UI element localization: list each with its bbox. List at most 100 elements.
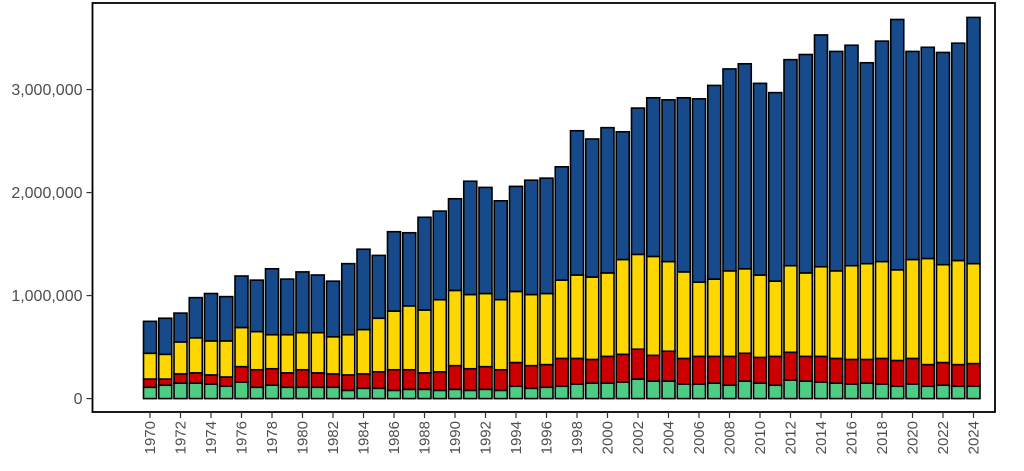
bar-2022-segment-2 [935,361,951,387]
bar-2024-segment-2 [966,362,981,388]
plot-frame [91,2,996,413]
bar-1970-segment-2 [142,378,158,389]
bar-2007-segment-4 [706,84,722,280]
bar-2020-segment-3 [905,258,920,360]
bar-1998-segment-4 [569,129,585,276]
bar-1983-segment-1 [340,389,356,400]
bar-2016-segment-2 [844,358,859,385]
bar-1988-segment-3 [417,309,432,374]
bar-2014-segment-3 [813,265,829,358]
bar-2001-segment-3 [615,258,631,356]
bar-2024-segment-4 [966,16,981,265]
bar-2017-segment-1 [859,382,875,400]
bar-1993-segment-4 [493,200,509,301]
y-tick-label: 0 [74,391,83,408]
bar-1993-segment-3 [493,298,509,371]
bar-1999-segment-3 [584,276,600,361]
bar-1989-segment-2 [432,371,448,392]
x-tick-label: 2000 [600,421,617,454]
bar-1996-segment-1 [539,386,554,400]
bar-1971-segment-2 [157,378,173,387]
bar-2023-segment-2 [950,363,966,388]
bar-2007-segment-2 [706,355,722,384]
x-tick-label: 2008 [722,421,739,454]
bar-1980-segment-3 [295,331,310,371]
x-tick-label: 1978 [264,421,281,454]
bar-1988-segment-2 [417,372,432,391]
bar-2013-segment-2 [798,355,814,382]
bar-1993-segment-1 [493,389,509,400]
bar-1998-segment-1 [569,383,585,400]
bar-2024-segment-1 [966,385,981,400]
bar-1979-segment-3 [279,333,295,374]
bar-1976-segment-2 [234,365,249,383]
bar-2004-segment-3 [661,260,676,353]
bar-2021-segment-1 [920,385,936,400]
bar-1982-segment-4 [325,280,341,338]
bar-1981-segment-3 [310,331,326,374]
bar-1970-segment-4 [142,320,158,355]
x-axis: 1970 1972 1974 1976 1978 1980 1982 1984 1986 1988… [142,412,983,454]
bar-1982-segment-3 [325,335,341,375]
bar-2001-segment-1 [615,381,631,400]
x-tick-label: 1992 [478,421,495,454]
x-tick-label: 2022 [935,421,952,454]
bar-2003-segment-4 [645,96,661,258]
bar-1974-segment-4 [203,292,219,342]
bars-group [142,16,981,400]
x-tick-label: 2004 [661,421,678,454]
bar-2013-segment-3 [798,272,814,358]
bar-2013-segment-4 [798,53,814,274]
y-tick-label: 3,000,000 [11,82,82,99]
bar-1976-segment-4 [234,275,249,329]
bar-1981-segment-1 [310,386,326,400]
bar-2012-segment-3 [783,264,798,354]
bar-2012-segment-1 [783,379,798,400]
bar-2008-segment-3 [722,270,737,358]
x-tick-label: 2024 [966,421,983,454]
bar-2021-segment-2 [920,363,936,388]
bar-1979-segment-1 [279,386,295,400]
bar-1978-segment-2 [264,367,280,387]
bar-1986-segment-1 [386,389,402,400]
x-tick-label: 2016 [844,421,861,454]
bar-2006-segment-4 [691,98,707,283]
bar-2015-segment-2 [828,357,844,384]
x-tick-label: 1994 [508,421,525,454]
bar-2002-segment-3 [630,253,646,350]
bar-2022-segment-4 [935,51,951,266]
x-tick-label: 1984 [356,421,373,454]
bar-1985-segment-4 [371,254,387,320]
bar-1997-segment-2 [554,357,570,388]
bar-2020-segment-2 [905,357,920,385]
bar-1989-segment-4 [432,210,448,301]
bar-1974-segment-1 [203,383,219,400]
bar-1993-segment-2 [493,368,509,392]
bar-2014-segment-4 [813,34,829,268]
bar-1994-segment-1 [508,385,524,400]
bar-2007-segment-3 [706,278,722,358]
bar-2018-segment-1 [874,383,890,400]
bar-1995-segment-4 [523,179,539,296]
bar-1988-segment-4 [417,216,432,311]
bar-2000-segment-4 [600,126,615,274]
bar-2018-segment-2 [874,357,890,385]
x-tick-label: 2010 [752,421,769,454]
bar-2019-segment-1 [889,385,905,400]
bar-1986-segment-2 [386,368,402,392]
bar-1991-segment-4 [462,180,478,296]
bar-1972-segment-3 [173,341,188,375]
bar-1991-segment-1 [462,389,478,400]
bar-1972-segment-1 [173,382,188,400]
bar-2005-segment-3 [676,271,692,360]
bar-2001-segment-4 [615,130,631,261]
bar-1975-segment-1 [218,385,234,400]
bar-1986-segment-4 [386,230,402,312]
x-tick-label: 2012 [783,421,800,454]
bar-1984-segment-1 [356,387,371,400]
bar-1990-segment-4 [447,197,463,292]
bar-1990-segment-2 [447,364,463,391]
bar-2015-segment-4 [828,50,844,272]
